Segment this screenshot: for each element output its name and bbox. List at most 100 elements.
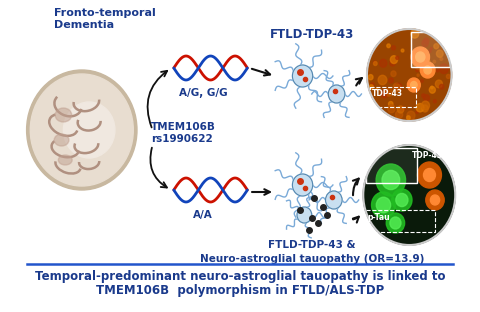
Circle shape <box>396 193 408 207</box>
Circle shape <box>380 59 387 67</box>
Circle shape <box>393 83 400 90</box>
Circle shape <box>411 47 430 67</box>
Bar <box>370 87 416 107</box>
Circle shape <box>385 92 389 95</box>
Circle shape <box>423 68 426 71</box>
Circle shape <box>371 83 374 86</box>
Circle shape <box>418 162 442 188</box>
Circle shape <box>369 85 373 89</box>
Bar <box>411 32 450 66</box>
Circle shape <box>436 69 439 72</box>
Circle shape <box>431 47 432 50</box>
Circle shape <box>396 83 402 90</box>
Circle shape <box>408 78 420 92</box>
Circle shape <box>373 61 377 66</box>
Circle shape <box>401 49 404 52</box>
Circle shape <box>421 101 430 110</box>
Circle shape <box>407 111 415 120</box>
Circle shape <box>383 92 386 97</box>
Circle shape <box>396 111 403 119</box>
Circle shape <box>429 50 431 52</box>
Bar <box>366 210 435 232</box>
Circle shape <box>382 170 400 190</box>
Circle shape <box>389 78 393 83</box>
Circle shape <box>424 38 429 43</box>
Ellipse shape <box>55 108 72 122</box>
Circle shape <box>422 94 425 98</box>
Circle shape <box>422 40 428 47</box>
Circle shape <box>420 62 435 78</box>
Text: FTLD-TDP-43: FTLD-TDP-43 <box>270 28 354 41</box>
Circle shape <box>440 84 444 89</box>
Circle shape <box>439 64 448 74</box>
Circle shape <box>426 190 444 210</box>
Circle shape <box>410 81 417 89</box>
Circle shape <box>381 90 389 98</box>
Circle shape <box>378 75 387 85</box>
Circle shape <box>407 116 410 120</box>
Circle shape <box>424 66 432 74</box>
Circle shape <box>396 56 399 60</box>
Text: TDP-43: TDP-43 <box>412 151 443 160</box>
Circle shape <box>390 56 397 64</box>
Circle shape <box>413 64 415 66</box>
Bar <box>411 32 450 66</box>
Circle shape <box>436 50 443 57</box>
Bar <box>366 148 417 183</box>
Circle shape <box>416 90 418 92</box>
Circle shape <box>416 104 424 112</box>
Circle shape <box>429 86 435 93</box>
Circle shape <box>367 29 452 121</box>
Circle shape <box>400 106 405 111</box>
Circle shape <box>435 80 443 88</box>
Circle shape <box>416 53 420 57</box>
Circle shape <box>325 191 342 209</box>
Circle shape <box>423 168 435 182</box>
Circle shape <box>388 101 393 106</box>
Circle shape <box>411 29 419 38</box>
Circle shape <box>392 46 396 50</box>
Circle shape <box>63 102 115 158</box>
Circle shape <box>431 86 433 89</box>
Text: TDP-43: TDP-43 <box>372 89 403 98</box>
Circle shape <box>397 106 404 113</box>
Ellipse shape <box>54 134 69 146</box>
Circle shape <box>423 95 430 101</box>
Text: A/A: A/A <box>193 210 213 220</box>
Circle shape <box>433 100 436 103</box>
Circle shape <box>434 44 439 49</box>
Circle shape <box>421 58 430 68</box>
Text: p-Tau: p-Tau <box>368 213 390 222</box>
Circle shape <box>431 195 440 205</box>
Circle shape <box>394 84 400 91</box>
Circle shape <box>420 55 425 61</box>
Text: TMEM106B  polymorphism in FTLD/ALS-TDP: TMEM106B polymorphism in FTLD/ALS-TDP <box>96 284 384 297</box>
Circle shape <box>440 57 443 61</box>
Circle shape <box>416 111 419 114</box>
Circle shape <box>387 44 390 48</box>
Circle shape <box>30 74 133 186</box>
Circle shape <box>420 60 429 70</box>
Circle shape <box>376 164 406 196</box>
Circle shape <box>417 74 419 76</box>
Circle shape <box>416 69 419 72</box>
Ellipse shape <box>59 155 72 165</box>
Text: A/G, G/G: A/G, G/G <box>179 88 228 98</box>
Circle shape <box>417 50 423 56</box>
Circle shape <box>433 60 435 63</box>
Circle shape <box>391 71 396 76</box>
Circle shape <box>388 105 395 113</box>
Circle shape <box>26 70 137 190</box>
Circle shape <box>390 61 395 66</box>
Circle shape <box>292 65 312 87</box>
Text: TMEM106B
rs1990622: TMEM106B rs1990622 <box>151 122 216 144</box>
Text: Temporal-predominant neuro-astroglial tauopathy is linked to: Temporal-predominant neuro-astroglial ta… <box>35 270 445 283</box>
Circle shape <box>372 192 396 218</box>
Circle shape <box>363 145 455 245</box>
Circle shape <box>422 105 428 112</box>
Circle shape <box>385 88 392 96</box>
Circle shape <box>376 88 378 90</box>
Circle shape <box>376 197 391 213</box>
Circle shape <box>368 75 373 80</box>
Circle shape <box>328 85 345 103</box>
